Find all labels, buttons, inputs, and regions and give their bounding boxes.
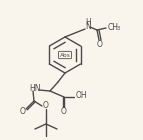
Text: Abs: Abs xyxy=(60,52,70,58)
Text: OH: OH xyxy=(75,92,87,101)
Text: N: N xyxy=(85,22,91,31)
Text: 3: 3 xyxy=(117,26,120,31)
Text: H: H xyxy=(85,18,91,26)
Text: HN: HN xyxy=(29,83,41,93)
Text: CH: CH xyxy=(108,23,119,32)
Text: O: O xyxy=(20,107,26,116)
Text: O: O xyxy=(97,39,103,48)
Text: O: O xyxy=(43,102,49,110)
Text: O: O xyxy=(61,107,66,116)
